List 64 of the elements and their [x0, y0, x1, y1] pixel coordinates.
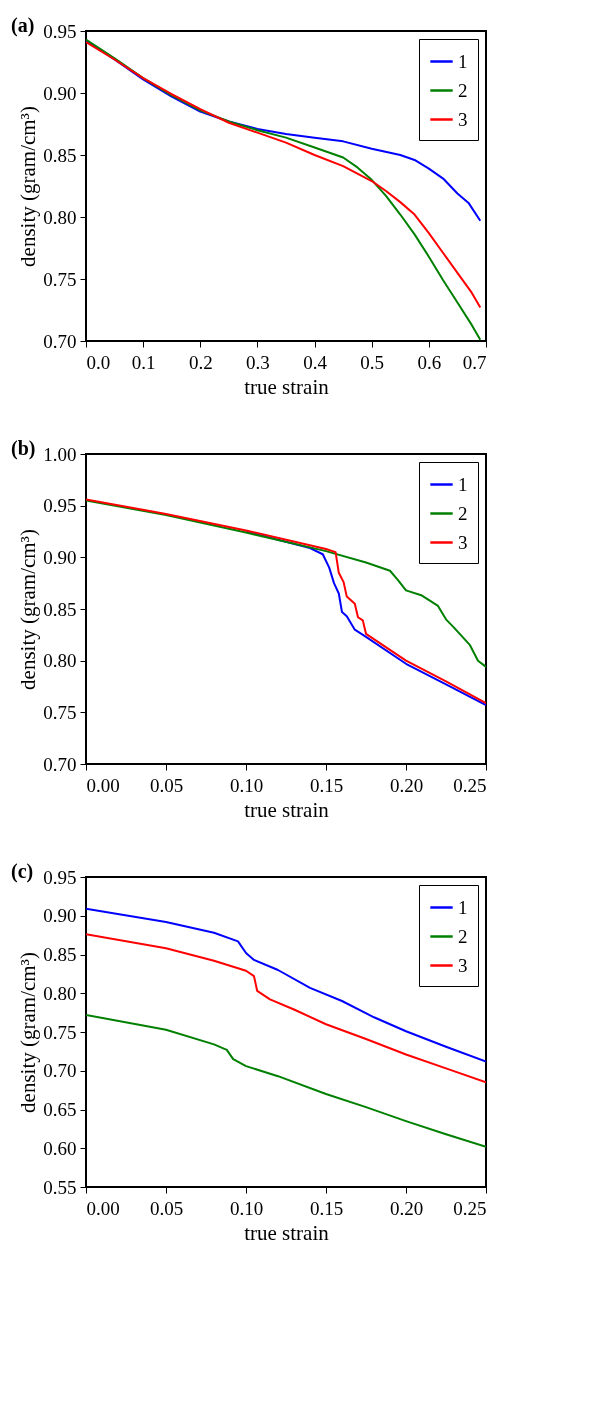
- y-tick-label: 0.70: [43, 330, 77, 352]
- y-tick-label: 0.75: [43, 701, 77, 723]
- x-tick-label: 0.5: [360, 351, 385, 373]
- y-tick-label: 0.95: [43, 866, 77, 888]
- legend-label: 1: [458, 473, 468, 495]
- y-tick-label: 0.60: [43, 1137, 77, 1159]
- chart-title: (c): [11, 860, 34, 883]
- y-tick-label: 0.65: [43, 1099, 77, 1120]
- line-series: [86, 39, 482, 222]
- x-tick-label: 0.20: [389, 1197, 424, 1219]
- y-tick-label: 0.70: [43, 753, 77, 775]
- line-series: [86, 499, 486, 668]
- y-axis-title: density (gram/cm³): [16, 952, 41, 1113]
- x-tick-label: 0.25: [453, 774, 487, 796]
- y-axis-title: density (gram/cm³): [16, 529, 41, 690]
- y-tick-label: 0.75: [43, 268, 77, 290]
- x-tick-label: 0.00: [86, 774, 120, 796]
- x-axis-title: true strain: [244, 1220, 330, 1245]
- x-tick-label: 0.25: [453, 1197, 487, 1219]
- legend-label: 2: [458, 79, 468, 101]
- y-tick-label: 0.90: [43, 905, 77, 927]
- legend-label: 3: [458, 108, 468, 130]
- y-axis-title: density (gram/cm³): [16, 106, 41, 267]
- x-axis-title: true strain: [244, 374, 330, 399]
- x-tick-label: 0.0: [86, 351, 111, 373]
- y-tick-label: 1.00: [43, 443, 77, 465]
- x-tick-label: 0.6: [417, 351, 442, 373]
- chart-title: (b): [11, 437, 36, 460]
- x-tick-label: 0.4: [303, 351, 328, 373]
- legend-label: 3: [458, 954, 468, 976]
- y-tick-label: 0.70: [43, 1060, 77, 1082]
- y-tick-label: 0.95: [43, 495, 77, 517]
- y-tick-label: 0.80: [43, 982, 77, 1004]
- x-tick-label: 0.10: [229, 774, 264, 796]
- x-axis-title: true strain: [244, 797, 330, 822]
- x-tick-label: 0.2: [188, 351, 213, 373]
- legend-label: 3: [458, 531, 468, 553]
- x-tick-label: 0.00: [86, 1197, 120, 1219]
- y-tick-label: 0.75: [43, 1021, 77, 1043]
- line-series: [86, 1013, 486, 1148]
- y-tick-label: 0.55: [43, 1176, 77, 1198]
- x-tick-label: 0.1: [131, 351, 156, 373]
- legend-label: 1: [458, 896, 468, 918]
- legend-label: 1: [458, 50, 468, 72]
- x-tick-label: 0.05: [149, 774, 184, 796]
- legend-label: 2: [458, 925, 468, 947]
- x-tick-label: 0.20: [389, 774, 424, 796]
- y-tick-label: 0.85: [43, 944, 77, 965]
- x-tick-label: 0.05: [149, 1197, 184, 1219]
- chart-title: (a): [11, 14, 35, 37]
- y-tick-label: 0.85: [43, 598, 77, 620]
- y-tick-label: 0.80: [43, 650, 77, 672]
- x-tick-label: 0.7: [462, 351, 487, 373]
- line-series: [86, 498, 486, 705]
- legend-label: 2: [458, 502, 468, 524]
- y-tick-label: 0.95: [43, 20, 77, 42]
- x-tick-label: 0.3: [246, 351, 270, 373]
- y-tick-label: 0.85: [43, 144, 77, 166]
- x-tick-label: 0.10: [229, 1197, 264, 1219]
- y-tick-label: 0.80: [43, 206, 77, 228]
- y-tick-label: 0.90: [43, 82, 77, 104]
- x-tick-label: 0.15: [309, 1197, 344, 1219]
- x-tick-label: 0.15: [309, 774, 344, 796]
- y-tick-label: 0.90: [43, 546, 77, 568]
